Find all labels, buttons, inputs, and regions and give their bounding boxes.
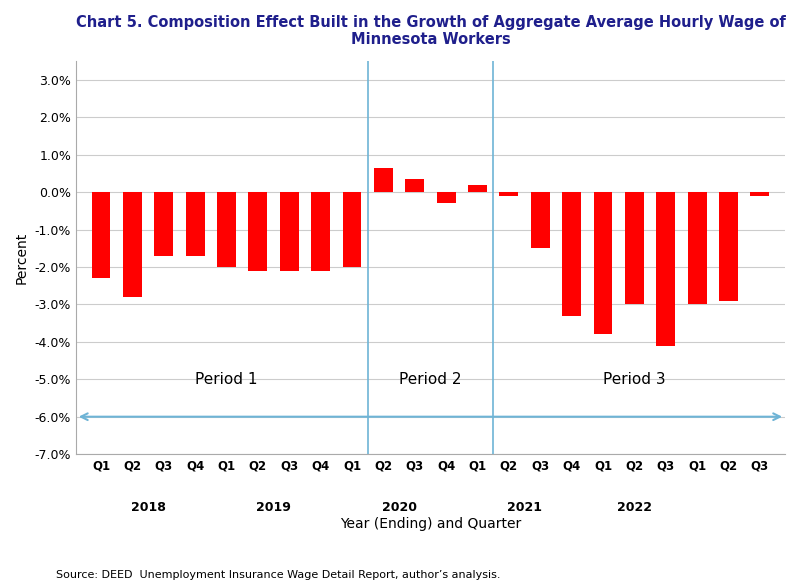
Bar — [594, 192, 613, 334]
Text: 2020: 2020 — [382, 501, 417, 514]
Bar — [499, 192, 518, 196]
Bar — [217, 192, 236, 267]
Bar — [154, 192, 173, 256]
Bar — [311, 192, 330, 271]
Text: Period 2: Period 2 — [399, 372, 462, 387]
Text: 2021: 2021 — [507, 501, 542, 514]
Text: Period 1: Period 1 — [195, 372, 258, 387]
Text: Source: DEED  Unemployment Insurance Wage Detail Report, author’s analysis.: Source: DEED Unemployment Insurance Wage… — [56, 570, 501, 580]
Text: 2019: 2019 — [256, 501, 291, 514]
Text: 2022: 2022 — [617, 501, 652, 514]
Bar — [406, 179, 424, 192]
Bar — [437, 192, 455, 203]
Bar — [750, 192, 770, 196]
Bar — [719, 192, 738, 300]
Y-axis label: Percent: Percent — [15, 231, 29, 284]
Bar — [92, 192, 110, 278]
Bar — [656, 192, 675, 346]
Bar — [468, 185, 487, 192]
Bar — [186, 192, 205, 256]
Bar — [562, 192, 581, 315]
Bar — [374, 168, 393, 192]
Bar — [123, 192, 142, 297]
Bar — [531, 192, 550, 248]
Title: Chart 5. Composition Effect Built in the Growth of Aggregate Average Hourly Wage: Chart 5. Composition Effect Built in the… — [75, 15, 786, 48]
Bar — [249, 192, 267, 271]
Bar — [688, 192, 706, 304]
Text: Period 3: Period 3 — [603, 372, 666, 387]
Bar — [342, 192, 362, 267]
Text: 2018: 2018 — [130, 501, 166, 514]
Bar — [625, 192, 644, 304]
X-axis label: Year (Ending) and Quarter: Year (Ending) and Quarter — [340, 517, 521, 531]
Bar — [280, 192, 298, 271]
